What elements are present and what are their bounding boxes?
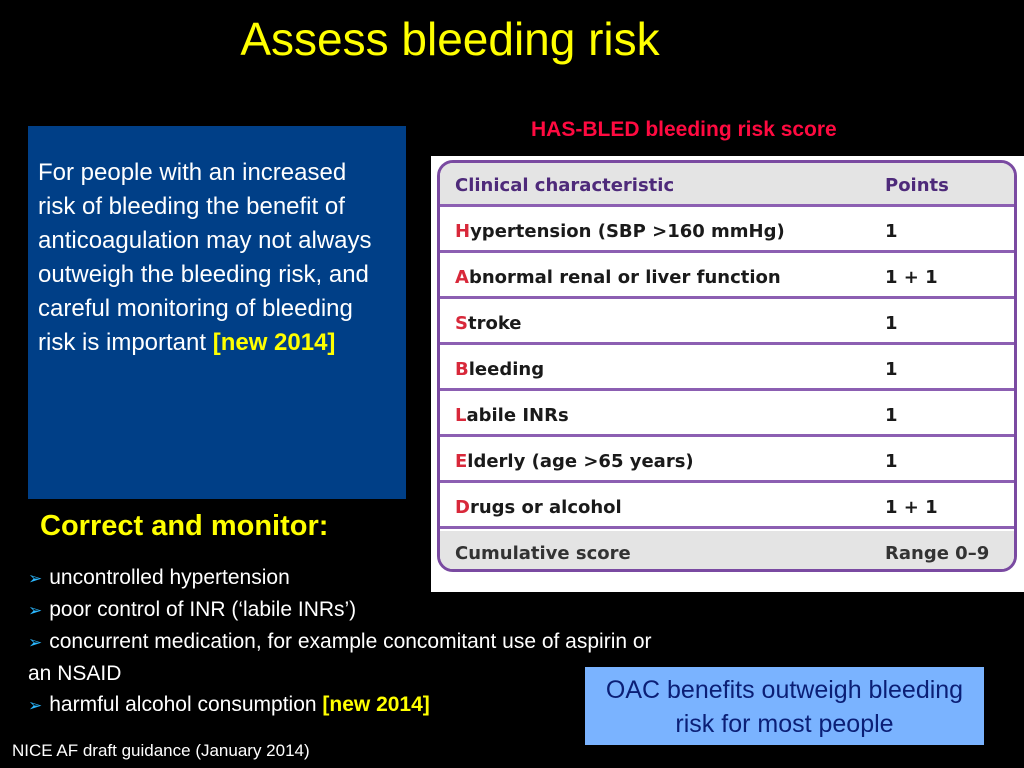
row-label: leeding — [468, 359, 545, 380]
table-frame: Clinical characteristic Points Hypertens… — [437, 160, 1017, 572]
right-arrow-icon: ➢ — [28, 696, 43, 715]
has-bled-table: Clinical characteristic Points Hypertens… — [431, 156, 1024, 592]
row-points: 1 — [885, 405, 898, 426]
bullet-text: poor control of INR (‘labile INRs’) — [49, 598, 357, 621]
row-label: abile INRs — [466, 405, 569, 426]
intro-new-tag: [new 2014] — [212, 329, 336, 356]
row-label: troke — [467, 313, 522, 334]
table-row: Elderly (age >65 years) 1 — [440, 439, 1014, 483]
bullet-item: ➢ harmful alcohol consumption [new 2014] — [28, 689, 678, 721]
bullet-new-tag: [new 2014] — [322, 693, 430, 716]
oac-note: OAC benefits outweigh bleeding risk for … — [585, 667, 984, 745]
table-row: Bleeding 1 — [440, 347, 1014, 391]
table-row: Stroke 1 — [440, 301, 1014, 345]
row-points: 1 + 1 — [885, 267, 938, 288]
bullet-text: uncontrolled hypertension — [49, 566, 290, 589]
row-label: bnormal renal or liver function — [468, 267, 781, 288]
row-initial: B — [455, 359, 469, 380]
table-row: Drugs or alcohol 1 + 1 — [440, 485, 1014, 529]
row-characteristic: Stroke — [455, 313, 522, 334]
row-points: 1 + 1 — [885, 497, 938, 518]
bullet-item: ➢ uncontrolled hypertension — [28, 562, 678, 594]
table-row: Hypertension (SBP >160 mmHg) 1 — [440, 209, 1014, 253]
header-characteristic: Clinical characteristic — [455, 175, 675, 196]
bullet-item: ➢ poor control of INR (‘labile INRs’) — [28, 594, 678, 626]
bullet-item: ➢ concurrent medication, for example conc… — [28, 626, 678, 689]
row-characteristic: Hypertension (SBP >160 mmHg) — [455, 221, 785, 242]
table-row: Abnormal renal or liver function 1 + 1 — [440, 255, 1014, 299]
header-points: Points — [885, 175, 949, 196]
right-arrow-icon: ➢ — [28, 569, 43, 588]
bullet-text: concurrent medication, for example conco… — [28, 630, 652, 685]
table-title: HAS-BLED bleeding risk score — [531, 118, 837, 141]
row-points: 1 — [885, 221, 898, 242]
row-initial: E — [455, 451, 468, 472]
footer-points: Range 0–9 — [885, 543, 990, 564]
row-points: 1 — [885, 359, 898, 380]
correct-monitor-heading: Correct and monitor: — [40, 510, 329, 542]
slide-title: Assess bleeding risk — [240, 13, 660, 65]
row-initial: D — [455, 497, 470, 518]
row-initial: S — [455, 313, 468, 334]
row-characteristic: Bleeding — [455, 359, 544, 380]
right-arrow-icon: ➢ — [28, 633, 43, 652]
table-footer: Cumulative score Range 0–9 — [440, 531, 1014, 569]
row-characteristic: Elderly (age >65 years) — [455, 451, 694, 472]
row-characteristic: Abnormal renal or liver function — [455, 267, 781, 288]
bullet-list: ➢ uncontrolled hypertension ➢ poor control … — [28, 562, 678, 721]
row-label: ypertension (SBP >160 mmHg) — [470, 221, 785, 242]
footer-characteristic: Cumulative score — [455, 543, 631, 564]
row-initial: L — [455, 405, 467, 426]
bullet-text: harmful alcohol consumption — [49, 693, 323, 716]
intro-box: For people with an increased risk of ble… — [28, 126, 406, 499]
right-arrow-icon: ➢ — [28, 601, 43, 620]
table-row: Labile INRs 1 — [440, 393, 1014, 437]
row-characteristic: Labile INRs — [455, 405, 569, 426]
row-label: rugs or alcohol — [469, 497, 622, 518]
intro-text: For people with an increased risk of ble… — [38, 159, 372, 356]
row-characteristic: Drugs or alcohol — [455, 497, 622, 518]
table-header: Clinical characteristic Points — [440, 163, 1014, 207]
row-points: 1 — [885, 313, 898, 334]
row-initial: H — [455, 221, 471, 242]
row-label: lderly (age >65 years) — [467, 451, 694, 472]
source-citation: NICE AF draft guidance (January 2014) — [12, 741, 310, 760]
row-points: 1 — [885, 451, 898, 472]
row-initial: A — [455, 267, 469, 288]
